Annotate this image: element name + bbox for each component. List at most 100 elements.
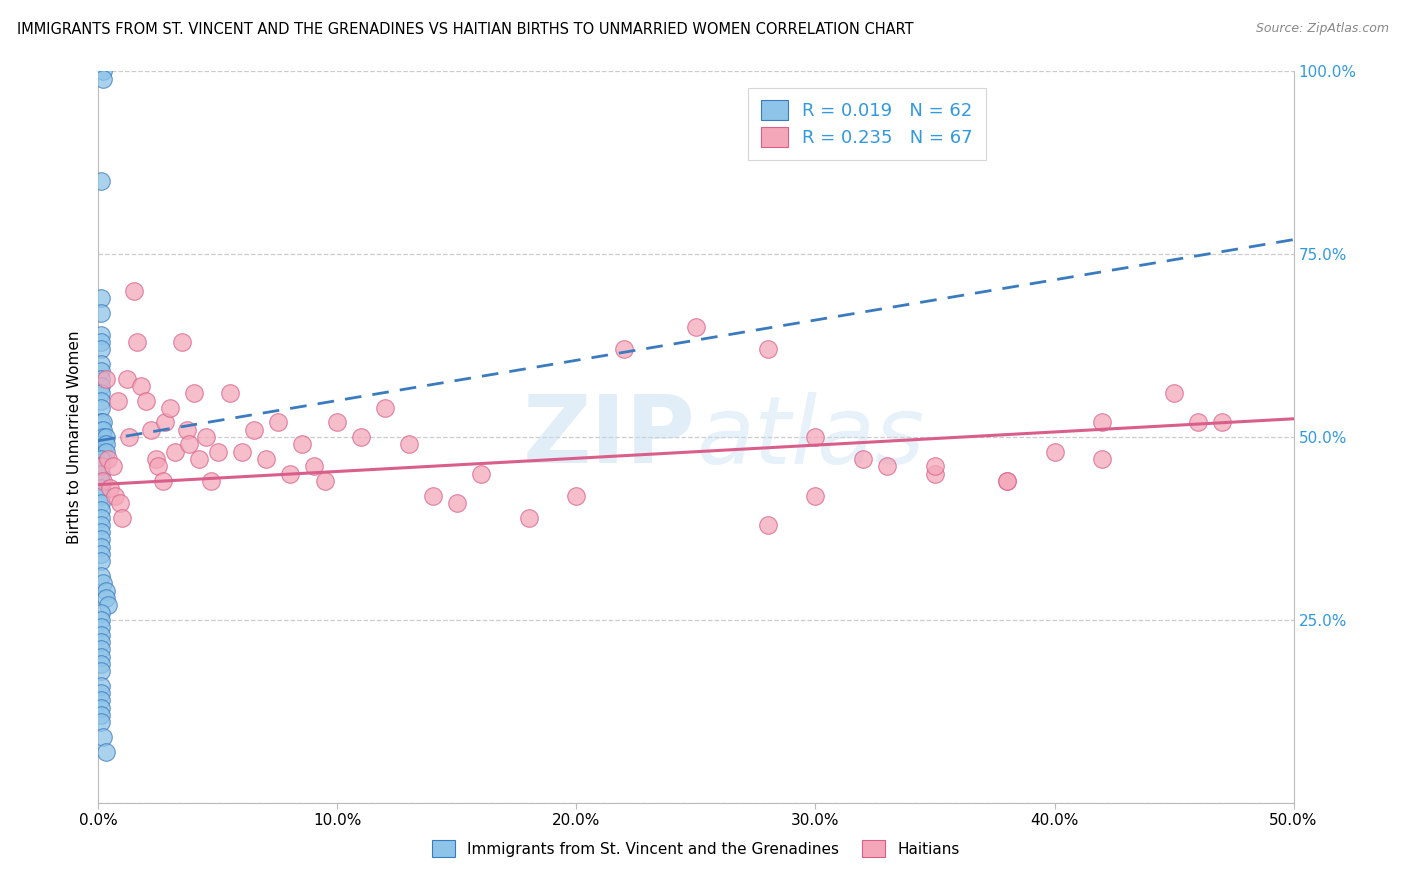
Point — [90, 452, 112, 467]
Point — [90, 291, 112, 305]
Point — [90, 357, 112, 371]
Point — [187, 452, 209, 467]
Point — [107, 393, 129, 408]
Point — [924, 467, 946, 481]
Point — [90, 459, 112, 474]
Point — [90, 606, 112, 620]
Text: Source: ZipAtlas.com: Source: ZipAtlas.com — [1256, 22, 1389, 36]
Point — [90, 693, 112, 707]
Point — [145, 452, 167, 467]
Point — [183, 386, 205, 401]
Point — [148, 459, 170, 474]
Point — [111, 510, 134, 524]
Point — [1043, 444, 1066, 458]
Point — [924, 459, 946, 474]
Point — [90, 423, 112, 437]
Point — [90, 715, 112, 730]
Point — [374, 401, 396, 415]
Point — [90, 467, 112, 481]
Point — [90, 481, 112, 495]
Point — [565, 489, 588, 503]
Point — [90, 503, 112, 517]
Point — [90, 657, 112, 671]
Point — [1091, 452, 1114, 467]
Legend: Immigrants from St. Vincent and the Grenadines, Haitians: Immigrants from St. Vincent and the Gren… — [425, 833, 967, 864]
Point — [90, 686, 112, 700]
Point — [804, 489, 827, 503]
Point — [91, 444, 114, 458]
Point — [291, 437, 314, 451]
Point — [302, 459, 325, 474]
Point — [139, 423, 162, 437]
Point — [207, 444, 229, 458]
Point — [91, 474, 114, 488]
Point — [195, 430, 218, 444]
Point — [995, 474, 1018, 488]
Point — [326, 416, 349, 430]
Point — [90, 393, 112, 408]
Point — [159, 401, 181, 415]
Point — [90, 416, 112, 430]
Point — [90, 547, 112, 561]
Point — [90, 386, 112, 401]
Point — [91, 416, 114, 430]
Point — [1211, 416, 1233, 430]
Point — [179, 437, 201, 451]
Point — [267, 416, 290, 430]
Point — [91, 71, 114, 86]
Point — [94, 444, 117, 458]
Point — [90, 569, 112, 583]
Text: ZIP: ZIP — [523, 391, 696, 483]
Point — [90, 327, 112, 342]
Point — [90, 700, 112, 714]
Point — [94, 437, 117, 451]
Point — [152, 474, 174, 488]
Point — [90, 664, 112, 678]
Point — [115, 371, 138, 385]
Point — [685, 320, 707, 334]
Point — [90, 620, 112, 634]
Point — [90, 334, 112, 349]
Point — [104, 489, 127, 503]
Point — [613, 343, 636, 357]
Point — [98, 481, 122, 495]
Point — [756, 343, 779, 357]
Point — [200, 474, 222, 488]
Point — [90, 496, 112, 510]
Point — [90, 510, 112, 524]
Point — [1187, 416, 1209, 430]
Point — [135, 393, 157, 408]
Point — [398, 437, 420, 451]
Point — [108, 496, 131, 510]
Point — [90, 401, 112, 415]
Point — [90, 540, 112, 554]
Point — [470, 467, 492, 481]
Point — [90, 459, 112, 474]
Point — [91, 430, 114, 444]
Y-axis label: Births to Unmarried Women: Births to Unmarried Women — [67, 330, 83, 544]
Point — [995, 474, 1018, 488]
Point — [94, 430, 117, 444]
Point — [1091, 416, 1114, 430]
Point — [756, 517, 779, 532]
Point — [90, 708, 112, 723]
Point — [91, 423, 114, 437]
Point — [131, 379, 153, 393]
Point — [90, 642, 112, 657]
Point — [219, 386, 242, 401]
Point — [446, 496, 468, 510]
Point — [315, 474, 337, 488]
Point — [422, 489, 444, 503]
Point — [90, 627, 112, 641]
Point — [94, 745, 117, 759]
Point — [125, 334, 148, 349]
Point — [90, 525, 112, 540]
Point — [101, 459, 124, 474]
Point — [517, 510, 540, 524]
Point — [90, 517, 112, 532]
Point — [90, 343, 112, 357]
Point — [90, 489, 112, 503]
Point — [876, 459, 898, 474]
Point — [90, 306, 112, 320]
Point — [278, 467, 301, 481]
